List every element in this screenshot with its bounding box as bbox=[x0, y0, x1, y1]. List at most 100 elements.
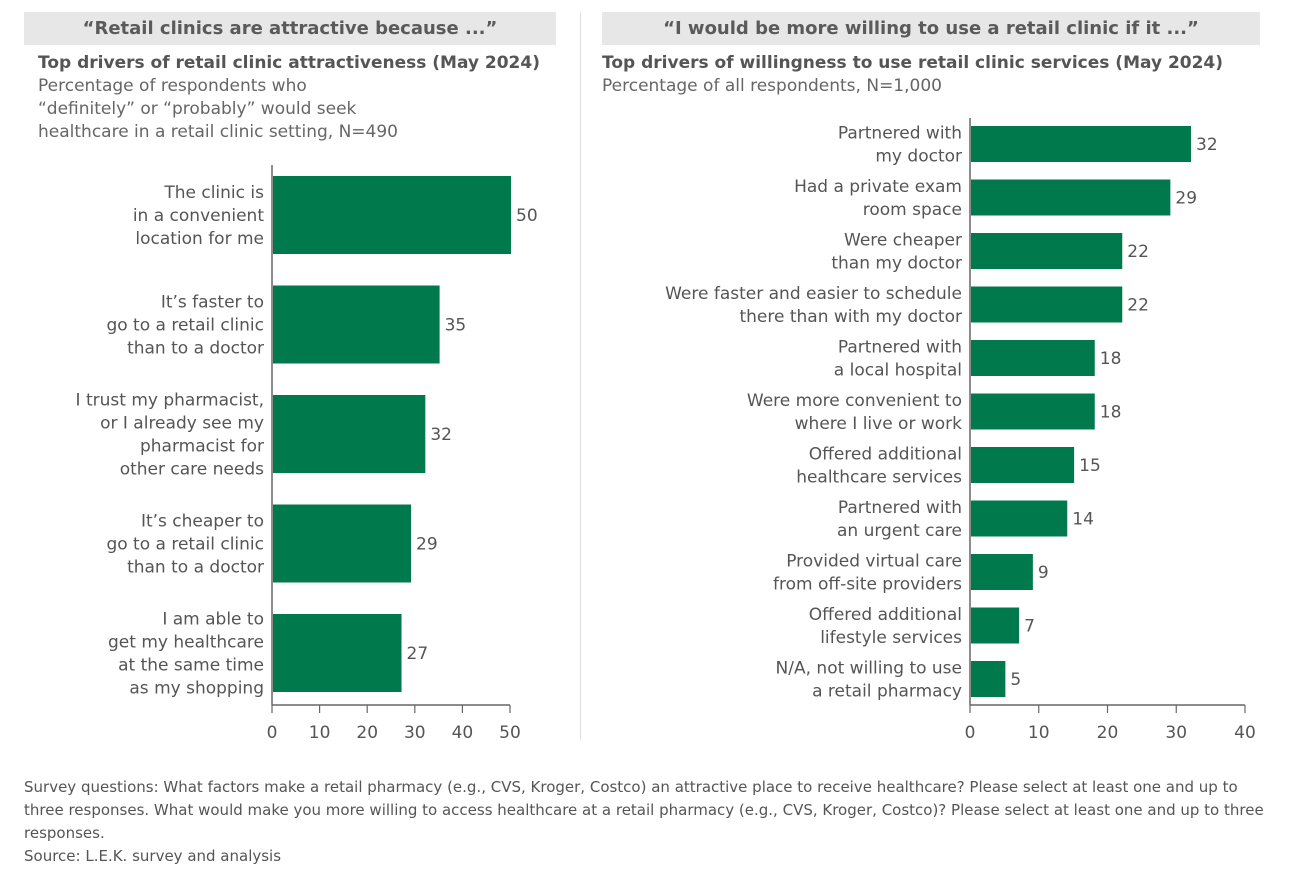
survey-questions: Survey questions: What factors make a re… bbox=[24, 778, 1264, 842]
data-label: 9 bbox=[1038, 563, 1049, 583]
bar bbox=[971, 233, 1123, 269]
category-label-line: N/A, not willing to use bbox=[776, 659, 962, 679]
category-label-line: lifestyle services bbox=[820, 628, 962, 648]
bar bbox=[273, 614, 402, 692]
data-label: 5 bbox=[1010, 670, 1021, 690]
data-label: 7 bbox=[1024, 617, 1035, 637]
category-label-line: my doctor bbox=[875, 147, 962, 167]
bar bbox=[971, 286, 1123, 323]
category-label-line: an urgent care bbox=[837, 521, 962, 541]
category-label-line: at the same time bbox=[118, 656, 264, 676]
bar bbox=[273, 285, 440, 364]
category-label-line: get my healthcare bbox=[108, 633, 264, 653]
x-tick-label: 0 bbox=[267, 723, 278, 743]
category-label-line: Were cheaper bbox=[844, 231, 962, 251]
category-label-line: there than with my doctor bbox=[739, 307, 962, 327]
category-label-line: from off-site providers bbox=[773, 575, 962, 595]
data-label: 29 bbox=[416, 535, 438, 555]
category-label-line: The clinic is bbox=[163, 183, 264, 203]
right-banner: “I would be more willing to use a retail… bbox=[602, 12, 1260, 45]
x-tick-label: 40 bbox=[1234, 723, 1256, 743]
category-label: Partnered with an urgent care bbox=[837, 498, 962, 541]
category-label: Were faster and easier to schedule there … bbox=[665, 284, 962, 327]
category-label: Offered additional lifestyle services bbox=[809, 605, 962, 648]
category-label-line: than to a doctor bbox=[127, 339, 264, 359]
bar bbox=[971, 126, 1191, 162]
footnote: Survey questions: What factors make a re… bbox=[24, 776, 1274, 868]
subtitle-line: Percentage of respondents who bbox=[38, 76, 307, 96]
category-label-line: It’s cheaper to bbox=[141, 512, 264, 532]
bar bbox=[971, 393, 1095, 430]
category-label: It’s cheaper to go to a retail clinic than… bbox=[106, 512, 264, 578]
category-label: Partnered with my doctor bbox=[838, 124, 962, 167]
category-label: The clinic is in a convenient location for… bbox=[133, 183, 264, 249]
category-label: I am able to get my healthcare at the same… bbox=[108, 610, 264, 699]
bar bbox=[971, 447, 1075, 483]
category-label-line: I trust my pharmacist, bbox=[76, 391, 264, 411]
category-label-line: Offered additional bbox=[809, 445, 962, 465]
category-label: Were cheaper than my doctor bbox=[831, 231, 962, 274]
category-label-line: a retail pharmacy bbox=[812, 682, 962, 702]
subtitle-line: healthcare in a retail clinic setting, N… bbox=[38, 122, 398, 142]
category-label-line: other care needs bbox=[120, 460, 264, 480]
category-label: Offered additional healthcare services bbox=[796, 445, 962, 488]
category-label-line: than to a doctor bbox=[127, 558, 264, 578]
category-label-line: Partnered with bbox=[838, 338, 962, 358]
category-label-line: Had a private exam bbox=[794, 177, 962, 197]
x-tick-label: 30 bbox=[1165, 723, 1187, 743]
bar bbox=[971, 661, 1006, 697]
x-tick-label: 20 bbox=[356, 723, 378, 743]
category-label: I trust my pharmacist, or I already see m… bbox=[76, 391, 265, 480]
category-label: N/A, not willing to use a retail pharmacy bbox=[776, 659, 962, 702]
category-label-line: a local hospital bbox=[834, 361, 962, 381]
category-label: Partnered with a local hospital bbox=[834, 338, 962, 381]
category-label-line: Partnered with bbox=[838, 124, 962, 144]
data-label: 22 bbox=[1127, 242, 1149, 262]
category-label-line: Provided virtual care bbox=[786, 552, 962, 572]
bar bbox=[971, 500, 1068, 537]
category-label-line: room space bbox=[863, 200, 962, 220]
source: Source: L.E.K. survey and analysis bbox=[24, 847, 282, 865]
data-label: 32 bbox=[1196, 135, 1218, 155]
data-label: 50 bbox=[516, 206, 538, 226]
bar bbox=[971, 607, 1020, 644]
right-chart-subtitle: Percentage of all respondents, N=1,000 bbox=[602, 75, 942, 98]
data-label: 27 bbox=[407, 644, 429, 664]
x-tick-label: 10 bbox=[1028, 723, 1050, 743]
category-label-line: It’s faster to bbox=[161, 293, 264, 313]
left-chart-subtitle: Percentage of respondents who “definitel… bbox=[38, 75, 398, 144]
left-banner: “Retail clinics are attractive because .… bbox=[24, 12, 556, 45]
subtitle-line: “definitely” or “probably” would seek bbox=[38, 99, 357, 119]
category-label-line: go to a retail clinic bbox=[106, 316, 264, 336]
category-label-line: Partnered with bbox=[838, 498, 962, 518]
data-label: 18 bbox=[1100, 403, 1122, 423]
data-label: 35 bbox=[445, 316, 467, 336]
category-label-line: go to a retail clinic bbox=[106, 535, 264, 555]
data-label: 14 bbox=[1072, 510, 1094, 530]
data-label: 32 bbox=[430, 425, 452, 445]
subtitle-line: Percentage of all respondents, N=1,000 bbox=[602, 76, 942, 96]
data-label: 18 bbox=[1100, 349, 1122, 369]
category-label-line: or I already see my bbox=[100, 414, 264, 434]
x-tick-label: 0 bbox=[965, 723, 976, 743]
x-tick-label: 30 bbox=[404, 723, 426, 743]
bar bbox=[273, 395, 426, 473]
category-label-line: than my doctor bbox=[831, 254, 962, 274]
category-label: It’s faster to go to a retail clinic than … bbox=[106, 293, 264, 359]
category-label-line: healthcare services bbox=[796, 468, 962, 488]
x-tick-label: 20 bbox=[1097, 723, 1119, 743]
bar bbox=[971, 179, 1171, 216]
category-label: Provided virtual care from off-site provi… bbox=[773, 552, 962, 595]
category-label: Had a private exam room space bbox=[794, 177, 962, 220]
bar bbox=[971, 340, 1095, 376]
data-label: 22 bbox=[1127, 296, 1149, 316]
category-label: Were more convenient to where I live or w… bbox=[747, 391, 962, 434]
x-tick-label: 10 bbox=[309, 723, 331, 743]
bar bbox=[273, 176, 511, 254]
category-label-line: pharmacist for bbox=[140, 437, 264, 457]
data-label: 29 bbox=[1175, 189, 1197, 209]
category-label-line: as my shopping bbox=[129, 679, 264, 699]
bar bbox=[273, 504, 412, 583]
